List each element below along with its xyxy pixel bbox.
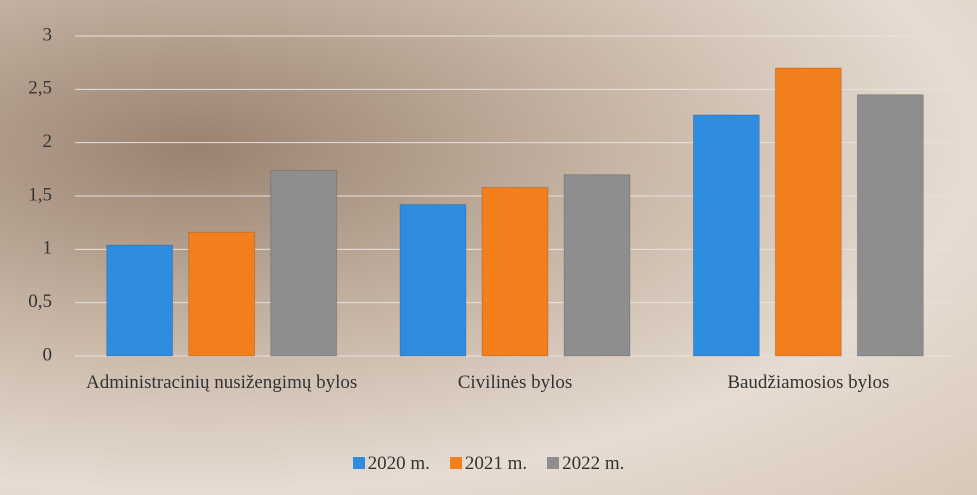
bar bbox=[270, 169, 338, 357]
bar bbox=[399, 204, 467, 357]
bar bbox=[481, 186, 549, 357]
bar bbox=[563, 174, 631, 357]
y-tick-label: 2 bbox=[43, 131, 53, 152]
bar bbox=[188, 231, 256, 357]
y-tick-label: 0 bbox=[43, 344, 53, 365]
legend-item: 2022 m. bbox=[547, 453, 624, 475]
legend-swatch bbox=[547, 457, 560, 469]
legend-item: 2020 m. bbox=[352, 453, 430, 475]
y-tick-label: 2,5 bbox=[28, 78, 52, 99]
bar bbox=[774, 67, 842, 357]
legend-label: 2021 m. bbox=[464, 453, 528, 474]
legend-label: 2022 m. bbox=[562, 453, 625, 474]
x-tick-label: Baudžiamosios bylos bbox=[727, 372, 890, 393]
bar bbox=[692, 114, 760, 357]
y-tick-label: 3 bbox=[43, 24, 53, 45]
y-tick-label: 0,5 bbox=[28, 291, 52, 312]
legend-label: 2020 m. bbox=[367, 453, 430, 474]
legend-item: 2021 m. bbox=[449, 453, 528, 475]
legend-swatch bbox=[352, 457, 365, 469]
x-tick-label: Administracinių nusižengimų bylos bbox=[86, 372, 358, 393]
y-tick-label: 1 bbox=[43, 238, 53, 259]
legend-swatch bbox=[449, 457, 462, 469]
x-tick-label: Civilinės bylos bbox=[457, 372, 573, 393]
bar bbox=[856, 94, 924, 357]
bar bbox=[106, 244, 174, 357]
legend: 2020 m. 2021 m. 2022 m. bbox=[0, 453, 977, 475]
y-tick-label: 1,5 bbox=[28, 184, 52, 205]
